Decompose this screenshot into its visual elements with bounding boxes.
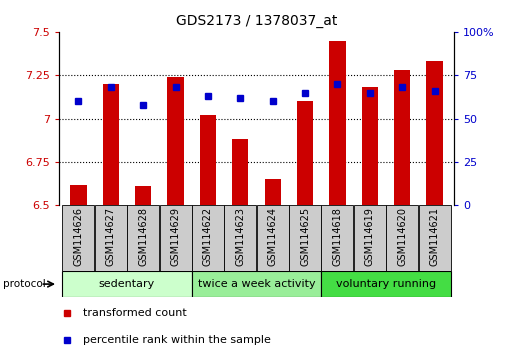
Text: percentile rank within the sample: percentile rank within the sample xyxy=(83,335,270,345)
Bar xyxy=(224,205,256,271)
Bar xyxy=(321,271,451,297)
Text: GSM114622: GSM114622 xyxy=(203,207,213,267)
Title: GDS2173 / 1378037_at: GDS2173 / 1378037_at xyxy=(176,14,337,28)
Bar xyxy=(329,40,346,205)
Text: GSM114621: GSM114621 xyxy=(429,207,440,266)
Bar xyxy=(127,205,159,271)
Bar xyxy=(160,205,191,271)
Text: GSM114628: GSM114628 xyxy=(138,207,148,266)
Bar xyxy=(386,205,418,271)
Bar xyxy=(232,139,248,205)
Text: GSM114620: GSM114620 xyxy=(397,207,407,266)
Bar xyxy=(419,205,450,271)
Text: sedentary: sedentary xyxy=(99,279,155,289)
Bar xyxy=(256,205,289,271)
Bar xyxy=(265,179,281,205)
Bar xyxy=(354,205,386,271)
Text: GSM114626: GSM114626 xyxy=(73,207,84,266)
Bar xyxy=(70,184,87,205)
Text: protocol: protocol xyxy=(3,279,45,289)
Bar xyxy=(62,271,192,297)
Text: GSM114625: GSM114625 xyxy=(300,207,310,267)
Text: GSM114618: GSM114618 xyxy=(332,207,343,266)
Bar xyxy=(200,115,216,205)
Bar xyxy=(289,205,321,271)
Text: GSM114624: GSM114624 xyxy=(268,207,278,266)
Text: twice a week activity: twice a week activity xyxy=(198,279,315,289)
Text: transformed count: transformed count xyxy=(83,308,186,318)
Bar xyxy=(192,205,224,271)
Text: GSM114619: GSM114619 xyxy=(365,207,375,266)
Bar xyxy=(322,205,353,271)
Bar xyxy=(362,87,378,205)
Bar xyxy=(192,271,321,297)
Bar xyxy=(297,101,313,205)
Bar xyxy=(95,205,127,271)
Text: voluntary running: voluntary running xyxy=(336,279,436,289)
Bar xyxy=(103,84,119,205)
Bar xyxy=(394,70,410,205)
Bar xyxy=(426,61,443,205)
Bar xyxy=(167,77,184,205)
Bar xyxy=(135,186,151,205)
Text: GSM114623: GSM114623 xyxy=(235,207,245,266)
Text: GSM114629: GSM114629 xyxy=(170,207,181,266)
Bar xyxy=(63,205,94,271)
Text: GSM114627: GSM114627 xyxy=(106,207,116,267)
